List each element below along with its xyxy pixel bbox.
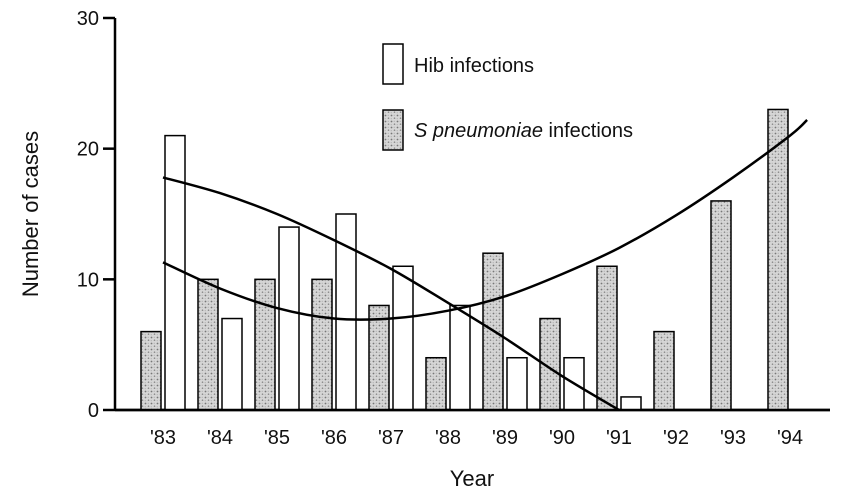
trend-line-hib (162, 176, 620, 412)
bar-s-pneumoniae (425, 356, 447, 411)
plot-area: 0 10 20 30 '83 '84 '85 '86 '87 '88 '89 '90 '91 '92 '93… (18, 8, 830, 491)
bar-hib (164, 134, 186, 411)
y-tick-label: 20 (77, 139, 99, 161)
bar-hib (221, 317, 243, 411)
legend-label-s-pneumoniae: S pneumoniae infections (414, 120, 633, 142)
bar-s-pneumoniae (254, 278, 276, 411)
trend-line-s-pneumoniae (162, 118, 808, 321)
x-tick-label: '89 (492, 427, 518, 449)
bar-hib (449, 304, 471, 411)
bar-s-pneumoniae (368, 304, 390, 411)
bar-s-pneumoniae (140, 330, 162, 411)
x-tick-label: '92 (663, 427, 689, 449)
y-axis-title: Number of cases (18, 131, 43, 297)
bar-hib (278, 226, 300, 411)
bar-s-pneumoniae (767, 108, 789, 411)
bar-s-pneumoniae (653, 330, 675, 411)
x-tick-label: '91 (606, 427, 632, 449)
y-tick-label: 0 (88, 400, 99, 422)
x-tick-label: '86 (321, 427, 347, 449)
x-tick-label: '94 (777, 427, 803, 449)
x-tick-label: '84 (207, 427, 233, 449)
bar-s-pneumoniae (197, 278, 219, 411)
bar-hib (506, 356, 528, 411)
legend-swatch-hib (382, 43, 404, 85)
x-tick-label: '93 (720, 427, 746, 449)
bar-hib (620, 396, 642, 411)
y-tick-label: 30 (77, 8, 99, 30)
bar-s-pneumoniae (710, 200, 732, 411)
legend-swatch-s-pneumoniae (382, 109, 404, 151)
x-tick-label: '85 (264, 427, 290, 449)
y-tick-label: 10 (77, 269, 99, 291)
bar-hib (392, 265, 414, 411)
bar-s-pneumoniae (596, 265, 618, 411)
x-tick-label: '90 (549, 427, 575, 449)
legend-label-hib: Hib infections (414, 55, 534, 77)
bar-s-pneumoniae (311, 278, 333, 411)
x-tick-label: '83 (150, 427, 176, 449)
x-tick-label: '88 (435, 427, 461, 449)
x-axis-title: Year (450, 466, 494, 491)
x-tick-label: '87 (378, 427, 404, 449)
